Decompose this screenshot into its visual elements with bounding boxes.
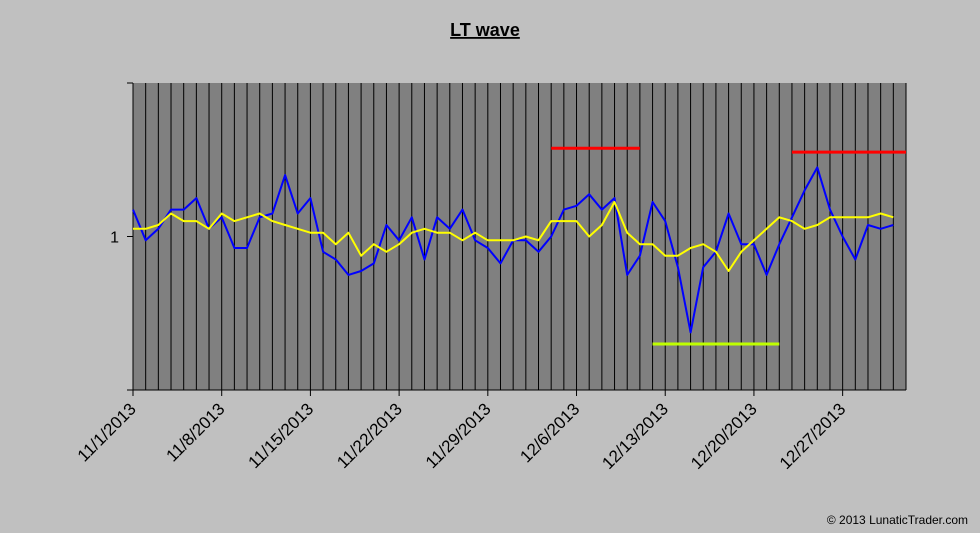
- x-tick-label: 12/13/2013: [598, 399, 672, 473]
- grid-lines: [145, 83, 907, 390]
- x-tick-label: 12/27/2013: [776, 399, 850, 473]
- yellow-series-line: [133, 201, 894, 272]
- x-tick-label: 11/1/2013: [74, 399, 140, 465]
- y-tick-label: 1: [110, 230, 119, 247]
- chart-title: LT wave: [450, 20, 520, 40]
- axes: [127, 82, 906, 396]
- x-tick-label: 12/20/2013: [687, 399, 761, 473]
- x-tick-label: 11/8/2013: [163, 399, 229, 465]
- x-tick-label: 11/29/2013: [422, 399, 495, 472]
- x-tick-label: 11/15/2013: [245, 399, 318, 472]
- x-tick-label: 11/22/2013: [333, 399, 406, 472]
- series-lines: [132, 166, 894, 334]
- copyright-text: © 2013 LunaticTrader.com: [827, 513, 968, 527]
- reference-lines: [551, 146, 906, 346]
- plot-area: [133, 83, 906, 390]
- x-tick-label: 12/6/2013: [516, 399, 583, 466]
